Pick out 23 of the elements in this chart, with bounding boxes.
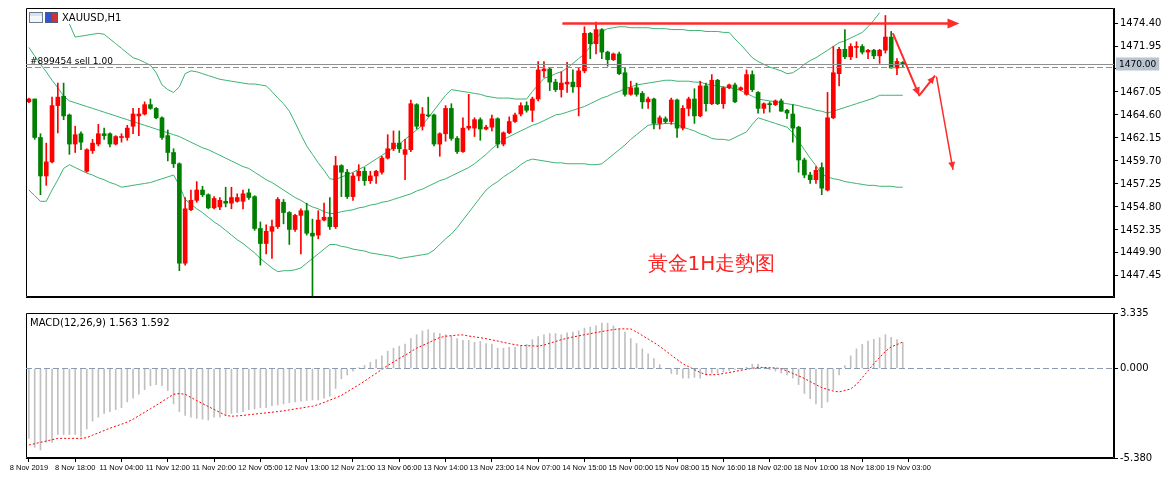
ref-line-label: 1470.00 xyxy=(1119,58,1157,69)
y-tick-label: 1462.15 xyxy=(1120,131,1162,143)
y-tick-label: 1459.70 xyxy=(1120,154,1162,166)
annotation: 黃金1H走勢图 xyxy=(647,251,776,276)
y-tick-label: 1447.45 xyxy=(1120,269,1162,281)
candlestick xyxy=(298,208,304,255)
y-tick-label: 1452.35 xyxy=(1120,223,1162,235)
candlestick xyxy=(101,127,107,140)
y-tick-label: 1449.90 xyxy=(1120,246,1162,258)
y-tick-label: 1457.25 xyxy=(1120,177,1162,189)
chart-title: XAUUSD,H1 xyxy=(62,11,122,23)
y-tick-label: 3.335 xyxy=(1120,306,1149,318)
chart-title: MACD(12,26,9) 1.563 1.592 xyxy=(30,316,170,328)
y-tick-label: 1454.80 xyxy=(1120,200,1162,212)
candlestick xyxy=(402,139,408,181)
y-tick-label: -5.380 xyxy=(1120,451,1153,463)
y-tick-label: 1467.05 xyxy=(1120,85,1162,97)
y-tick-label: 1471.95 xyxy=(1120,39,1162,51)
line-series xyxy=(28,328,904,446)
ref-line-label: #899454 sell 1.00 xyxy=(30,56,114,67)
y-tick-label: 1474.40 xyxy=(1120,16,1162,28)
y-tick-label: 1464.60 xyxy=(1120,108,1162,120)
y-tick-label: 0.000 xyxy=(1120,362,1149,374)
